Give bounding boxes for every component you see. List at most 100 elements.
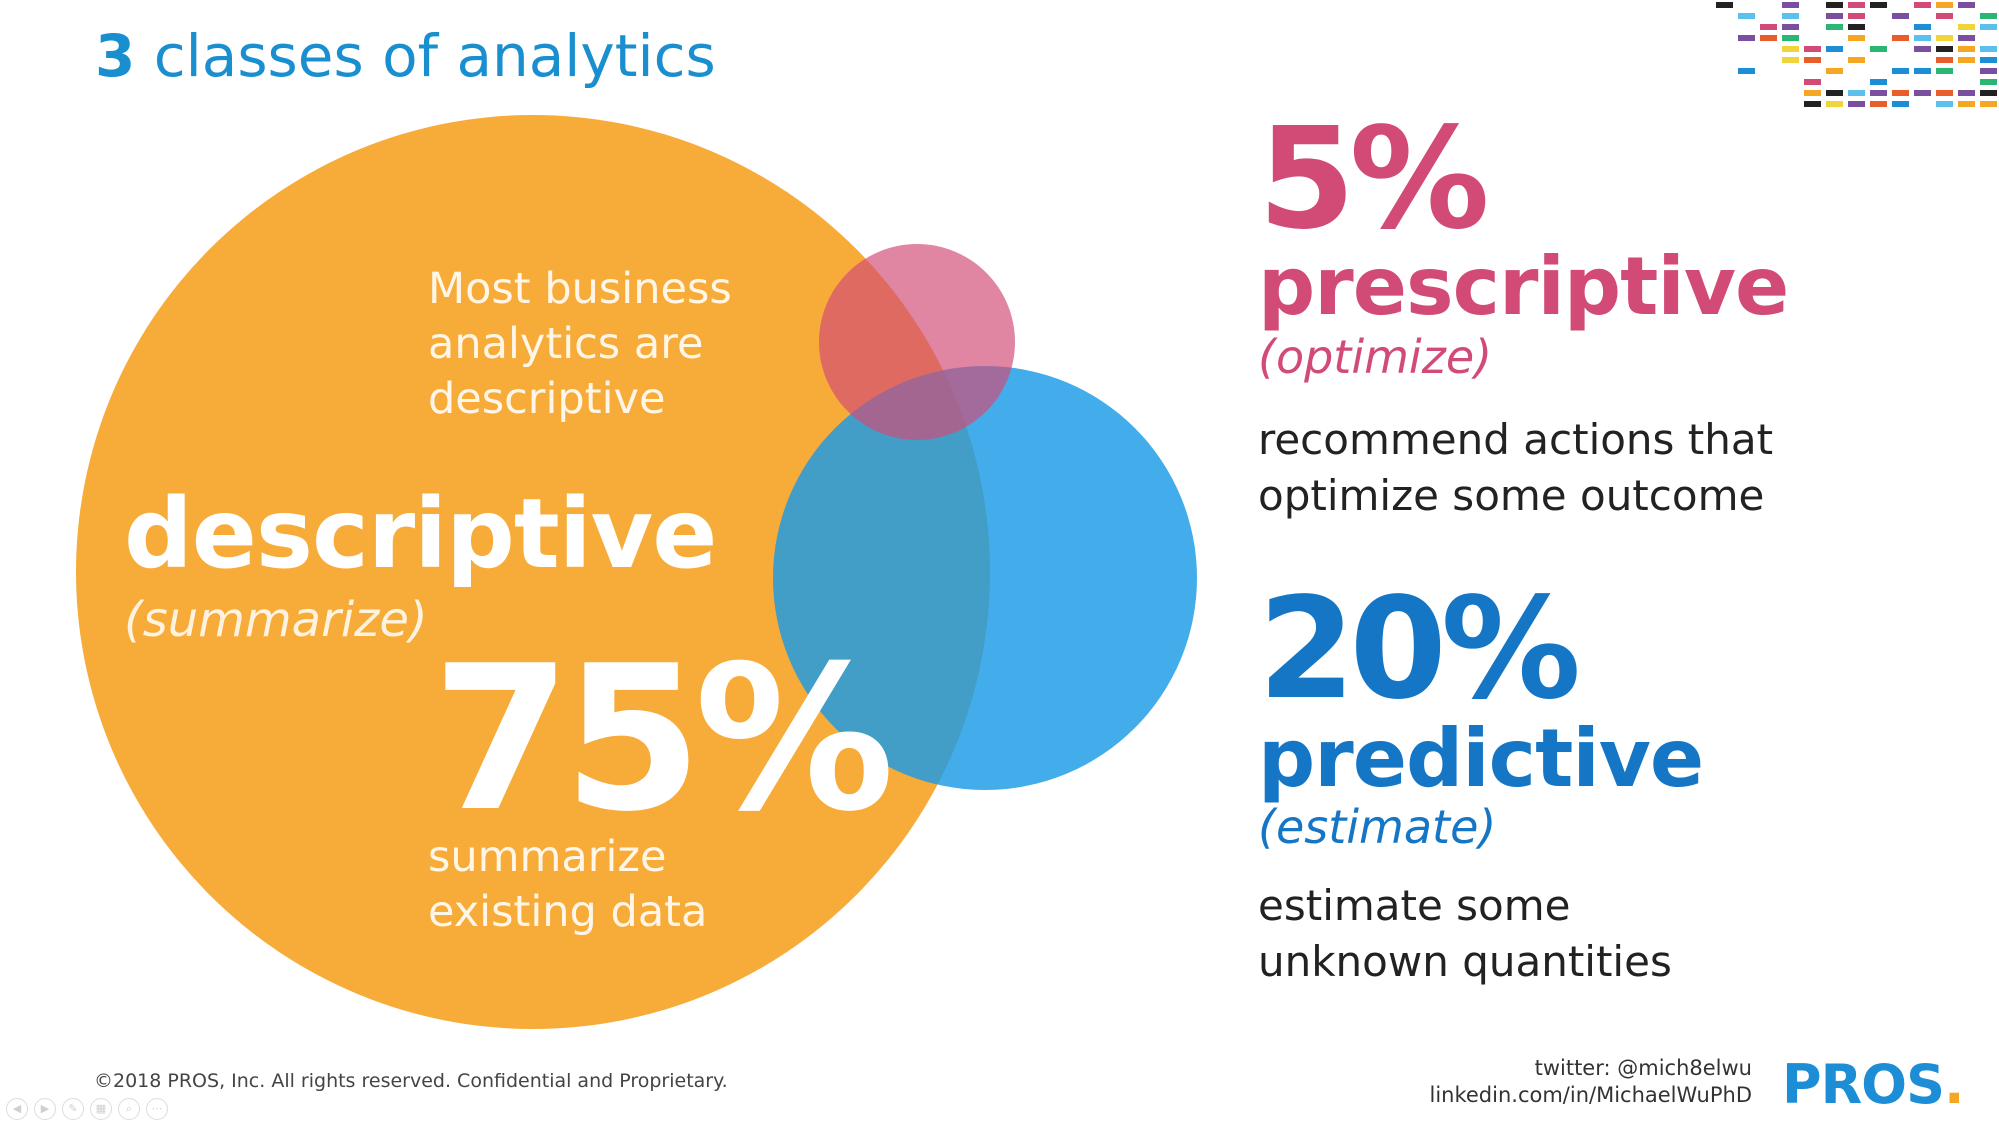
mosaic-tile: [1782, 2, 1799, 8]
mosaic-tile: [1892, 101, 1909, 107]
descriptive-sub-line: summarize: [428, 832, 667, 882]
mosaic-tile: [1782, 13, 1799, 19]
twitter-handle[interactable]: twitter: @mich8elwu: [1534, 1056, 1752, 1080]
mosaic-tile: [1980, 13, 1997, 19]
mosaic-tile: [1958, 35, 1975, 41]
predictive-circle: [773, 366, 1197, 790]
mosaic-tile: [1958, 2, 1975, 8]
mosaic-tile: [1980, 24, 1997, 30]
logo-text: PROS: [1782, 1053, 1945, 1116]
mosaic-tile: [1892, 35, 1909, 41]
mosaic-tile: [1936, 101, 1953, 107]
mosaic-tile: [1804, 90, 1821, 96]
mosaic-tile: [1980, 101, 1997, 107]
mosaic-tile: [1870, 79, 1887, 85]
linkedin-url[interactable]: linkedin.com/in/MichaelWuPhD: [1429, 1083, 1752, 1107]
predictive-desc-line: estimate some: [1258, 881, 1571, 930]
descriptive-circle: [76, 115, 990, 1029]
mosaic-tile: [1804, 79, 1821, 85]
mosaic-tile: [1936, 35, 1953, 41]
pixel-mosaic-logo: [1716, 2, 1997, 107]
prescriptive-desc-line: recommend actions that: [1258, 415, 1774, 464]
mosaic-tile: [1760, 35, 1777, 41]
descriptive-sub-line: existing data: [428, 887, 708, 937]
page-title: 3 classes of analytics: [95, 22, 716, 90]
player-controls: ◀ ▶ ✎ ▦ ⌕ ⋯: [6, 1098, 168, 1120]
mosaic-tile: [1826, 24, 1843, 30]
descriptive-label: descriptive: [124, 478, 717, 590]
logo-dot: .: [1943, 1053, 1964, 1116]
mosaic-tile: [1738, 13, 1755, 19]
prescriptive-percent: 5%: [1258, 98, 1490, 261]
pros-logo: PROS.: [1782, 1053, 1964, 1116]
mosaic-tile: [1892, 13, 1909, 19]
mosaic-tile: [1826, 68, 1843, 74]
descriptive-note-line: Most business: [428, 264, 732, 314]
mosaic-tile: [1826, 2, 1843, 8]
mosaic-tile: [1958, 101, 1975, 107]
mosaic-tile: [1826, 90, 1843, 96]
mosaic-tile: [1870, 90, 1887, 96]
mosaic-tile: [1980, 57, 1997, 63]
prev-slide-icon[interactable]: ◀: [6, 1098, 28, 1120]
mosaic-tile: [1914, 2, 1931, 8]
predictive-label: predictive: [1258, 712, 1704, 805]
mosaic-tile: [1804, 101, 1821, 107]
mosaic-tile: [1804, 46, 1821, 52]
predictive-percent: 20%: [1258, 568, 1581, 731]
descriptive-sub: summarize existing data: [428, 830, 707, 940]
predictive-description: estimate some unknown quantities: [1258, 878, 1672, 990]
mosaic-tile: [1980, 68, 1997, 74]
mosaic-tile: [1826, 101, 1843, 107]
mosaic-tile: [1936, 68, 1953, 74]
prescriptive-paren: (optimize): [1258, 330, 1493, 384]
mosaic-tile: [1980, 79, 1997, 85]
descriptive-paren: (summarize): [124, 592, 428, 648]
mosaic-tile: [1782, 57, 1799, 63]
mosaic-tile: [1980, 90, 1997, 96]
descriptive-note-line: descriptive: [428, 374, 666, 424]
predictive-paren: (estimate): [1258, 800, 1497, 854]
social-links: twitter: @mich8elwu linkedin.com/in/Mich…: [1429, 1055, 1752, 1109]
mosaic-tile: [1826, 13, 1843, 19]
mosaic-tile: [1870, 2, 1887, 8]
descriptive-note: Most business analytics are descriptive: [428, 262, 732, 427]
mosaic-tile: [1738, 35, 1755, 41]
mosaic-tile: [1914, 90, 1931, 96]
mosaic-tile: [1848, 2, 1865, 8]
mosaic-tile: [1848, 57, 1865, 63]
prescriptive-description: recommend actions that optimize some out…: [1258, 412, 1773, 524]
mosaic-tile: [1848, 90, 1865, 96]
mosaic-tile: [1958, 46, 1975, 52]
mosaic-tile: [1936, 90, 1953, 96]
mosaic-tile: [1892, 90, 1909, 96]
title-text: classes of analytics: [135, 22, 716, 90]
mosaic-tile: [1782, 46, 1799, 52]
mosaic-tile: [1848, 13, 1865, 19]
next-slide-icon[interactable]: ▶: [34, 1098, 56, 1120]
mosaic-tile: [1958, 24, 1975, 30]
mosaic-tile: [1716, 2, 1733, 8]
mosaic-tile: [1760, 24, 1777, 30]
mosaic-tile: [1958, 90, 1975, 96]
more-icon[interactable]: ⋯: [146, 1098, 168, 1120]
mosaic-tile: [1782, 35, 1799, 41]
mosaic-tile: [1936, 13, 1953, 19]
mosaic-tile: [1936, 2, 1953, 8]
mosaic-tile: [1848, 24, 1865, 30]
mosaic-tile: [1936, 46, 1953, 52]
pen-icon[interactable]: ✎: [62, 1098, 84, 1120]
mosaic-tile: [1914, 68, 1931, 74]
descriptive-percent: 75%: [432, 623, 895, 856]
zoom-icon[interactable]: ⌕: [118, 1098, 140, 1120]
slides-icon[interactable]: ▦: [90, 1098, 112, 1120]
mosaic-tile: [1914, 24, 1931, 30]
mosaic-tile: [1958, 57, 1975, 63]
mosaic-tile: [1892, 68, 1909, 74]
prescriptive-desc-line: optimize some outcome: [1258, 471, 1765, 520]
mosaic-tile: [1914, 46, 1931, 52]
mosaic-tile: [1936, 57, 1953, 63]
prescriptive-label: prescriptive: [1258, 240, 1789, 333]
mosaic-tile: [1738, 68, 1755, 74]
